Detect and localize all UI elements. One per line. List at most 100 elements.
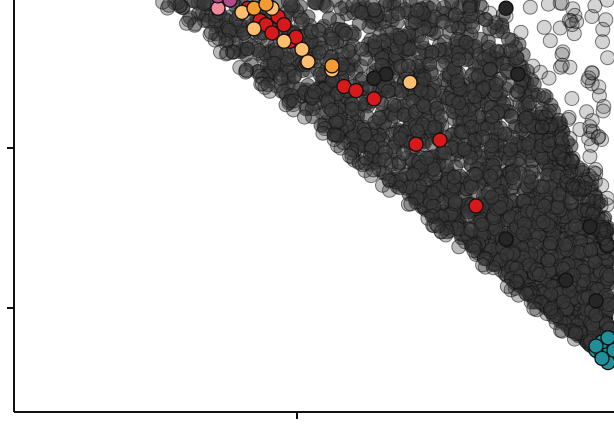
highlight-point-dark <box>558 272 574 288</box>
background-point <box>465 237 481 253</box>
background-point <box>495 55 511 71</box>
background-point <box>522 0 538 15</box>
background-point <box>582 119 598 135</box>
background-point <box>419 150 435 166</box>
background-point <box>519 286 535 302</box>
background-point <box>503 43 519 59</box>
background-point <box>551 187 567 202</box>
background-point <box>345 129 361 145</box>
background-point <box>488 76 504 92</box>
highlight-point-peach <box>246 21 262 37</box>
highlight-point-red <box>348 82 364 99</box>
background-point <box>564 17 580 33</box>
background-point <box>430 218 446 234</box>
background-point <box>585 206 601 222</box>
background-points-layer <box>155 0 614 369</box>
background-point <box>588 162 604 177</box>
background-point <box>541 132 557 148</box>
background-point <box>458 35 474 50</box>
background-point <box>543 235 558 251</box>
background-point <box>282 93 297 109</box>
background-point <box>554 57 570 73</box>
background-point <box>562 131 578 146</box>
background-point <box>515 226 531 242</box>
background-point <box>598 12 614 28</box>
background-point <box>554 323 570 339</box>
background-point <box>450 73 465 89</box>
background-point <box>595 34 610 50</box>
background-point <box>581 70 597 86</box>
background-point <box>436 0 452 15</box>
background-point <box>311 22 327 38</box>
background-point <box>497 126 513 142</box>
background-point <box>561 12 577 28</box>
background-point <box>503 142 519 158</box>
background-point <box>392 131 408 146</box>
background-point <box>297 109 312 125</box>
background-point <box>474 0 490 15</box>
background-point <box>484 138 500 154</box>
background-point <box>513 24 529 40</box>
background-point <box>294 12 310 28</box>
highlight-point-dark <box>582 218 598 235</box>
background-point <box>456 141 472 157</box>
background-point <box>324 102 340 118</box>
background-point <box>405 167 421 183</box>
background-point <box>599 0 614 8</box>
background-point <box>578 175 594 190</box>
background-point <box>568 326 584 342</box>
background-point <box>260 77 276 93</box>
background-point <box>595 21 611 37</box>
background-point <box>380 83 396 99</box>
background-point <box>521 169 537 185</box>
background-point <box>425 185 441 201</box>
background-point <box>447 7 463 23</box>
background-point <box>451 239 467 255</box>
background-point <box>321 10 337 26</box>
background-point <box>579 104 595 120</box>
background-point <box>475 257 491 273</box>
background-point <box>534 119 550 135</box>
highlight-point-teal <box>588 338 604 354</box>
highlight-point-peach <box>294 41 310 58</box>
highlight-point-magenta <box>222 0 238 8</box>
background-point <box>508 273 524 289</box>
highlight-point-teal <box>600 330 614 346</box>
background-point <box>463 179 479 195</box>
background-point <box>266 56 282 71</box>
background-point <box>403 196 419 212</box>
background-point <box>602 268 614 283</box>
background-point <box>273 70 289 86</box>
background-point <box>464 119 480 135</box>
background-point <box>392 180 408 196</box>
background-point <box>499 246 515 262</box>
background-point <box>390 6 406 22</box>
axes-layer <box>7 0 614 419</box>
background-point <box>522 95 538 110</box>
background-point <box>601 297 614 313</box>
background-point <box>338 26 353 42</box>
background-point <box>535 214 551 230</box>
background-point <box>409 2 425 18</box>
background-point <box>366 2 382 18</box>
background-point <box>573 325 589 341</box>
background-point <box>326 127 342 143</box>
background-point <box>462 1 478 17</box>
background-point <box>564 91 580 106</box>
background-point <box>564 154 580 170</box>
background-point <box>211 31 227 47</box>
background-point <box>416 71 432 87</box>
background-point <box>172 0 188 14</box>
background-point <box>306 84 322 100</box>
highlight-point-teal <box>594 350 610 367</box>
background-point <box>559 168 575 184</box>
background-point <box>451 95 467 111</box>
highlight-point-red <box>264 25 280 41</box>
background-point <box>536 19 552 35</box>
background-point <box>196 0 212 11</box>
background-point <box>575 182 591 198</box>
background-point <box>416 98 432 114</box>
background-point <box>371 110 387 126</box>
background-point <box>543 301 559 316</box>
background-point <box>341 43 357 59</box>
